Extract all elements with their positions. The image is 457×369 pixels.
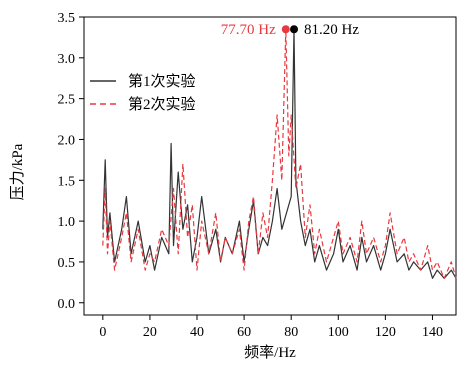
series-layer <box>102 28 457 279</box>
legend: 第1次实验 第2次实验 <box>90 72 196 113</box>
annotation-layer: 77.70 Hz 81.20 Hz <box>221 22 360 38</box>
y-tick-label: 0.0 <box>58 297 76 312</box>
x-tick-label: 100 <box>328 325 349 340</box>
y-tick-label: 1.5 <box>58 174 76 189</box>
x-tick-label: 120 <box>375 325 396 340</box>
peak-label-2: 81.20 Hz <box>304 22 359 38</box>
legend-label-series-2: 第2次实验 <box>128 95 196 113</box>
x-tick-label: 60 <box>237 325 251 340</box>
y-tick-label: 3.5 <box>58 11 76 26</box>
peak-marker-1 <box>281 25 290 34</box>
y-tick-label: 2.5 <box>58 93 76 108</box>
plot-frame <box>83 16 457 316</box>
legend-label-series-1: 第1次实验 <box>128 72 196 90</box>
series-line-1 <box>102 28 457 279</box>
y-axis-label: 压力/kPa <box>9 143 26 200</box>
peak-marker-2 <box>290 25 299 34</box>
x-tick-label: 20 <box>143 325 157 340</box>
y-tick-label: 2.0 <box>58 133 76 148</box>
x-axis-label: 频率/Hz <box>244 344 296 361</box>
y-tick-label: 1.0 <box>58 215 76 230</box>
x-tick-label: 80 <box>284 325 298 340</box>
peak-label-1: 77.70 Hz <box>221 22 276 38</box>
y-tick-label: 3.0 <box>58 52 76 67</box>
series-line-2 <box>102 28 457 279</box>
x-tick-label: 0 <box>99 325 106 340</box>
y-tick-label: 0.5 <box>58 256 76 271</box>
x-tick-label: 40 <box>190 325 204 340</box>
x-tick-label: 140 <box>422 325 443 340</box>
x-axis: 0 20 40 60 80 100 120 140 <box>99 315 443 340</box>
y-axis: 0.0 0.5 1.0 1.5 2.0 2.5 3.0 3.5 <box>58 11 84 312</box>
